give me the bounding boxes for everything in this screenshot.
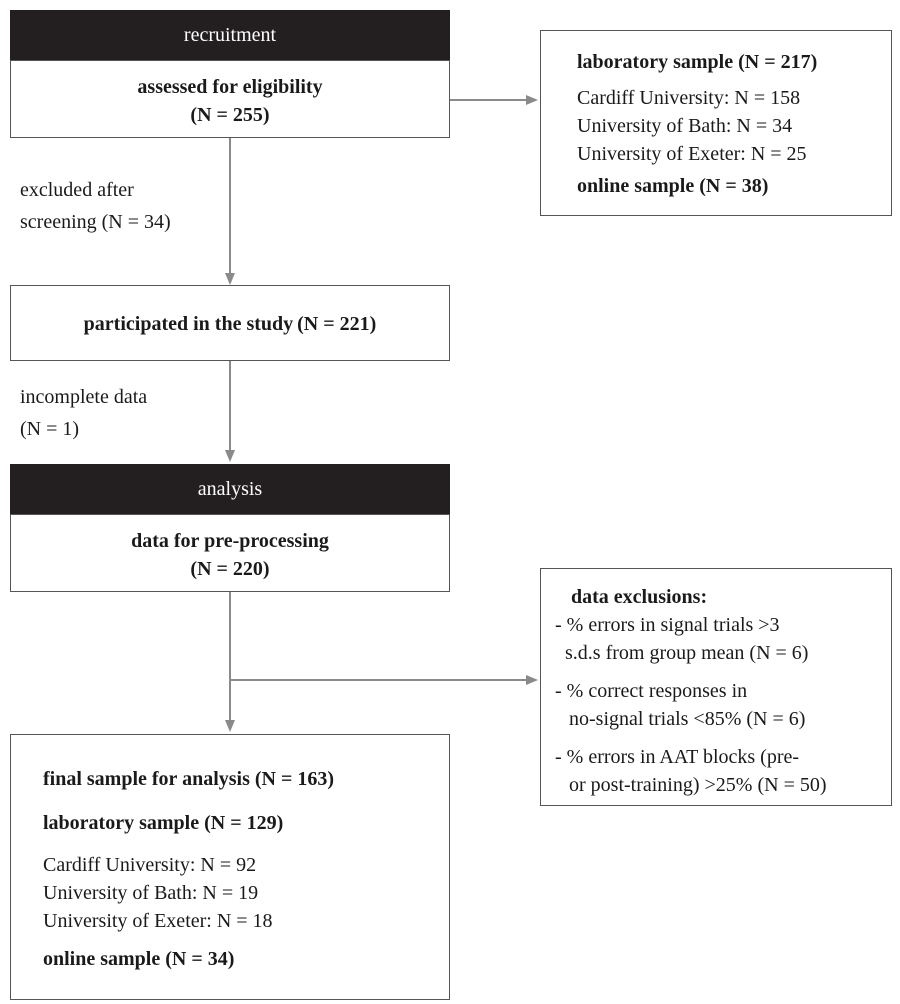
lab-line-bath: University of Bath: N = 34 xyxy=(577,115,793,137)
excluded-note: excluded after screening (N = 34) xyxy=(20,174,220,238)
final-sample-box: final sample for analysis (N = 163) labo… xyxy=(10,734,450,1000)
final-lab-heading: laboratory sample (N = 129) xyxy=(43,809,449,837)
lab-sample-count: (N = 217) xyxy=(738,51,818,73)
final-count: (N = 163) xyxy=(254,768,335,790)
incomplete-note: incomplete data (N = 1) xyxy=(20,381,220,445)
lab-sample-heading: laboratory sample (N = 217) xyxy=(577,48,891,76)
preprocessing-title: data for pre-processing xyxy=(131,530,329,552)
preprocessing-count: (N = 220) xyxy=(190,558,270,580)
exclusion-item-line: - % errors in AAT blocks (pre- xyxy=(555,746,800,768)
exclusion-item-line: - % errors in signal trials >3 xyxy=(555,614,780,636)
assessed-box: assessed for eligibility (N = 255) xyxy=(10,60,450,138)
incomplete-line-1: incomplete data xyxy=(20,386,148,408)
exclusions-title: data exclusions: xyxy=(571,586,708,608)
final-title: final sample for analysis xyxy=(43,768,250,790)
online-sample-title: online sample xyxy=(577,175,695,197)
participated-title: participated in the study xyxy=(83,313,294,335)
exclusion-item-line: s.d.s from group mean (N = 6) xyxy=(565,642,809,664)
assessed-count: (N = 255) xyxy=(190,104,270,126)
exclusion-item: - % errors in AAT blocks (pre- or post-t… xyxy=(555,743,891,799)
preprocessing-box: data for pre-processing (N = 220) xyxy=(10,514,450,592)
participated-count: (N = 221) xyxy=(297,313,377,335)
final-line-cardiff: Cardiff University: N = 92 xyxy=(43,854,257,876)
exclusion-item-line: - % correct responses in xyxy=(555,680,748,702)
lab-line-cardiff: Cardiff University: N = 158 xyxy=(577,87,801,109)
final-lab-title: laboratory sample xyxy=(43,812,200,834)
final-online-title: online sample xyxy=(43,948,161,970)
arrow-head xyxy=(225,450,235,462)
final-heading: final sample for analysis (N = 163) xyxy=(43,765,449,793)
exclusion-item-line: no-signal trials <85% (N = 6) xyxy=(569,708,806,730)
participated-box: participated in the study (N = 221) xyxy=(10,285,450,361)
arrow-head xyxy=(526,95,538,105)
exclusion-item-line: or post-training) >25% (N = 50) xyxy=(569,774,827,796)
final-online-count: (N = 34) xyxy=(165,948,235,970)
final-line-exeter: University of Exeter: N = 18 xyxy=(43,910,273,932)
lab-sample-title: laboratory sample xyxy=(577,51,734,73)
lab-line-exeter: University of Exeter: N = 25 xyxy=(577,143,807,165)
online-sample-heading: online sample (N = 38) xyxy=(577,172,891,200)
excluded-line-2: screening (N = 34) xyxy=(20,211,171,233)
analysis-header: analysis xyxy=(10,464,450,514)
exclusions-box: data exclusions: - % errors in signal tr… xyxy=(540,568,892,806)
exclusion-item: - % errors in signal trials >3 s.d.s fro… xyxy=(555,611,891,667)
final-line-bath: University of Bath: N = 19 xyxy=(43,882,259,904)
exclusion-item: - % correct responses in no-signal trial… xyxy=(555,677,891,733)
final-online-heading: online sample (N = 34) xyxy=(43,945,449,973)
recruitment-label: recruitment xyxy=(183,24,277,46)
assessed-title: assessed for eligibility xyxy=(137,76,323,98)
online-sample-count: (N = 38) xyxy=(699,175,769,197)
excluded-line-1: excluded after xyxy=(20,179,134,201)
arrow-head xyxy=(225,720,235,732)
incomplete-line-2: (N = 1) xyxy=(20,418,80,440)
analysis-label: analysis xyxy=(197,478,263,500)
arrow-head xyxy=(526,675,538,685)
recruitment-header: recruitment xyxy=(10,10,450,60)
arrow-head xyxy=(225,273,235,285)
lab-sample-box: laboratory sample (N = 217) Cardiff Univ… xyxy=(540,30,892,216)
final-lab-count: (N = 129) xyxy=(204,812,284,834)
